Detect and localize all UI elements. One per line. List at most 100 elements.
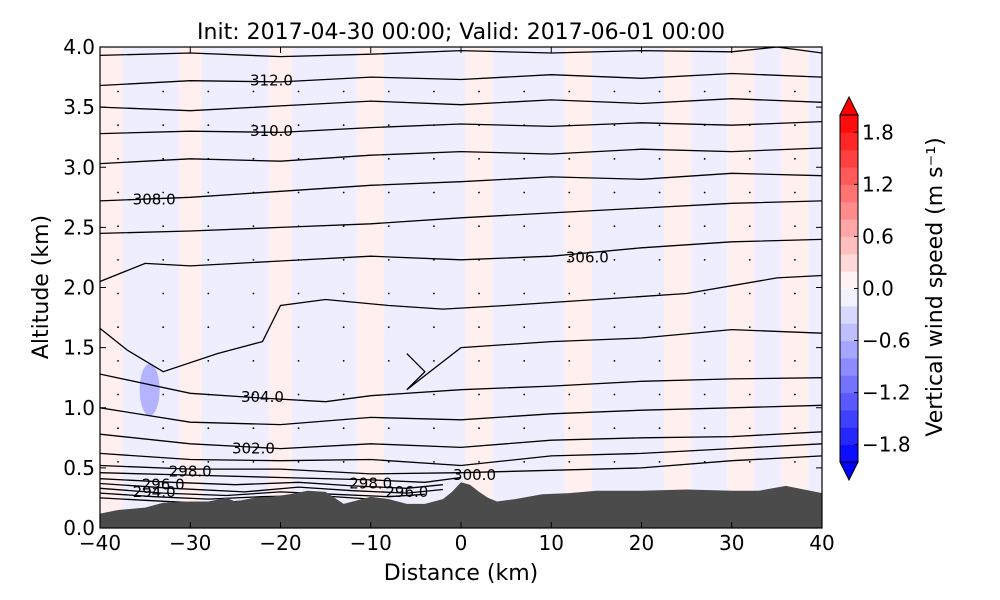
colorbar-tick-label: 1.2 xyxy=(862,172,894,196)
wind-vector xyxy=(658,258,661,261)
isentrope-line xyxy=(100,98,822,112)
wind-vector xyxy=(703,292,706,295)
colorbar-extend-min xyxy=(839,461,859,482)
wind-vector xyxy=(387,225,390,228)
contour-label: 298.0 xyxy=(349,475,392,493)
wind-vector xyxy=(162,359,165,362)
wind-vector xyxy=(117,225,119,228)
wind-vector xyxy=(478,258,480,261)
wind-vector xyxy=(523,326,526,329)
wind-vector xyxy=(613,427,616,430)
isentrope-line xyxy=(100,172,822,202)
wind-vector xyxy=(658,427,661,430)
colorbar-segment xyxy=(840,253,858,272)
wind-vector xyxy=(162,191,165,194)
contour-label: 312.0 xyxy=(250,72,293,90)
x-tick-label: 40 xyxy=(809,531,834,555)
wind-vectors xyxy=(117,90,796,463)
wind-vector xyxy=(433,157,435,160)
wind-vector xyxy=(252,326,255,329)
vertical-wind-shading xyxy=(100,47,822,528)
wind-vector xyxy=(207,124,210,127)
wind-vector xyxy=(523,258,526,261)
wind-vector xyxy=(703,157,706,160)
wind-vector xyxy=(433,258,435,261)
wind-vector xyxy=(658,191,661,194)
shading-band xyxy=(221,47,249,528)
wind-vector xyxy=(658,292,661,295)
x-tick-label: −10 xyxy=(350,531,392,555)
wind-vector xyxy=(794,90,796,93)
wind-vector xyxy=(297,225,300,228)
shading-cell xyxy=(139,363,160,416)
wind-vector xyxy=(568,124,571,127)
wind-vector xyxy=(252,90,255,93)
wind-vector xyxy=(613,326,616,329)
colorbar-segment xyxy=(840,392,858,411)
wind-vector xyxy=(568,326,571,329)
colorbar-segment xyxy=(840,201,858,220)
wind-vector xyxy=(478,460,480,463)
colorbar-segment xyxy=(840,288,858,307)
wind-vector xyxy=(162,326,165,329)
wind-vector xyxy=(342,460,345,463)
wind-vector xyxy=(523,460,526,463)
colorbar-segment xyxy=(840,427,858,446)
colorbar-segment xyxy=(840,167,858,185)
colorbar-tick-label: −1.8 xyxy=(862,433,911,457)
wind-vector xyxy=(703,90,706,93)
wind-vector xyxy=(748,90,751,93)
wind-vector xyxy=(703,393,706,396)
wind-vector xyxy=(207,427,210,430)
wind-vector xyxy=(297,90,300,93)
wind-vector xyxy=(207,157,210,160)
colorbar-tick-label: −0.6 xyxy=(862,329,911,353)
wind-vector xyxy=(523,427,526,430)
colorbar-segment xyxy=(840,271,858,289)
colorbar-segment xyxy=(840,357,858,376)
wind-vector xyxy=(433,326,435,329)
wind-vector xyxy=(478,90,480,93)
wind-vector xyxy=(117,157,119,160)
wind-vector xyxy=(162,90,165,93)
wind-vector xyxy=(342,258,345,261)
wind-vector xyxy=(703,427,706,430)
isentrope-line xyxy=(100,200,822,235)
wind-vector xyxy=(568,393,571,396)
y-axis-label: Altitude (km) xyxy=(29,215,54,359)
wind-vector xyxy=(568,90,571,93)
wind-vector xyxy=(207,191,210,194)
wind-vector xyxy=(433,359,435,362)
wind-vector xyxy=(478,359,480,362)
wind-vector xyxy=(162,460,165,463)
wind-vector xyxy=(207,460,210,463)
wind-vector xyxy=(478,124,480,127)
wind-vector xyxy=(387,124,390,127)
terrain xyxy=(100,482,822,528)
wind-vector xyxy=(794,427,796,430)
y-tick-label: 1.5 xyxy=(63,336,95,360)
wind-vector xyxy=(703,460,706,463)
contour-label: 296.0 xyxy=(142,476,185,494)
wind-vector xyxy=(207,292,210,295)
colorbar-segment xyxy=(840,444,858,463)
isentrope-line xyxy=(100,373,822,403)
wind-vector xyxy=(387,326,390,329)
colorbar-segment xyxy=(840,149,858,168)
wind-vector xyxy=(207,326,210,329)
isentrope-line xyxy=(100,147,822,165)
wind-vector xyxy=(433,225,435,228)
wind-vector xyxy=(297,359,300,362)
wind-vector xyxy=(748,124,751,127)
wind-vector xyxy=(433,393,435,396)
wind-vector xyxy=(117,427,119,430)
wind-vector xyxy=(613,90,616,93)
wind-vector xyxy=(387,460,390,463)
wind-vector xyxy=(297,258,300,261)
wind-vector xyxy=(748,292,751,295)
wind-vector xyxy=(162,258,165,261)
wind-vector xyxy=(162,124,165,127)
wind-vector xyxy=(568,359,571,362)
wind-vector xyxy=(387,393,390,396)
y-tick-label: 1.0 xyxy=(63,396,95,420)
